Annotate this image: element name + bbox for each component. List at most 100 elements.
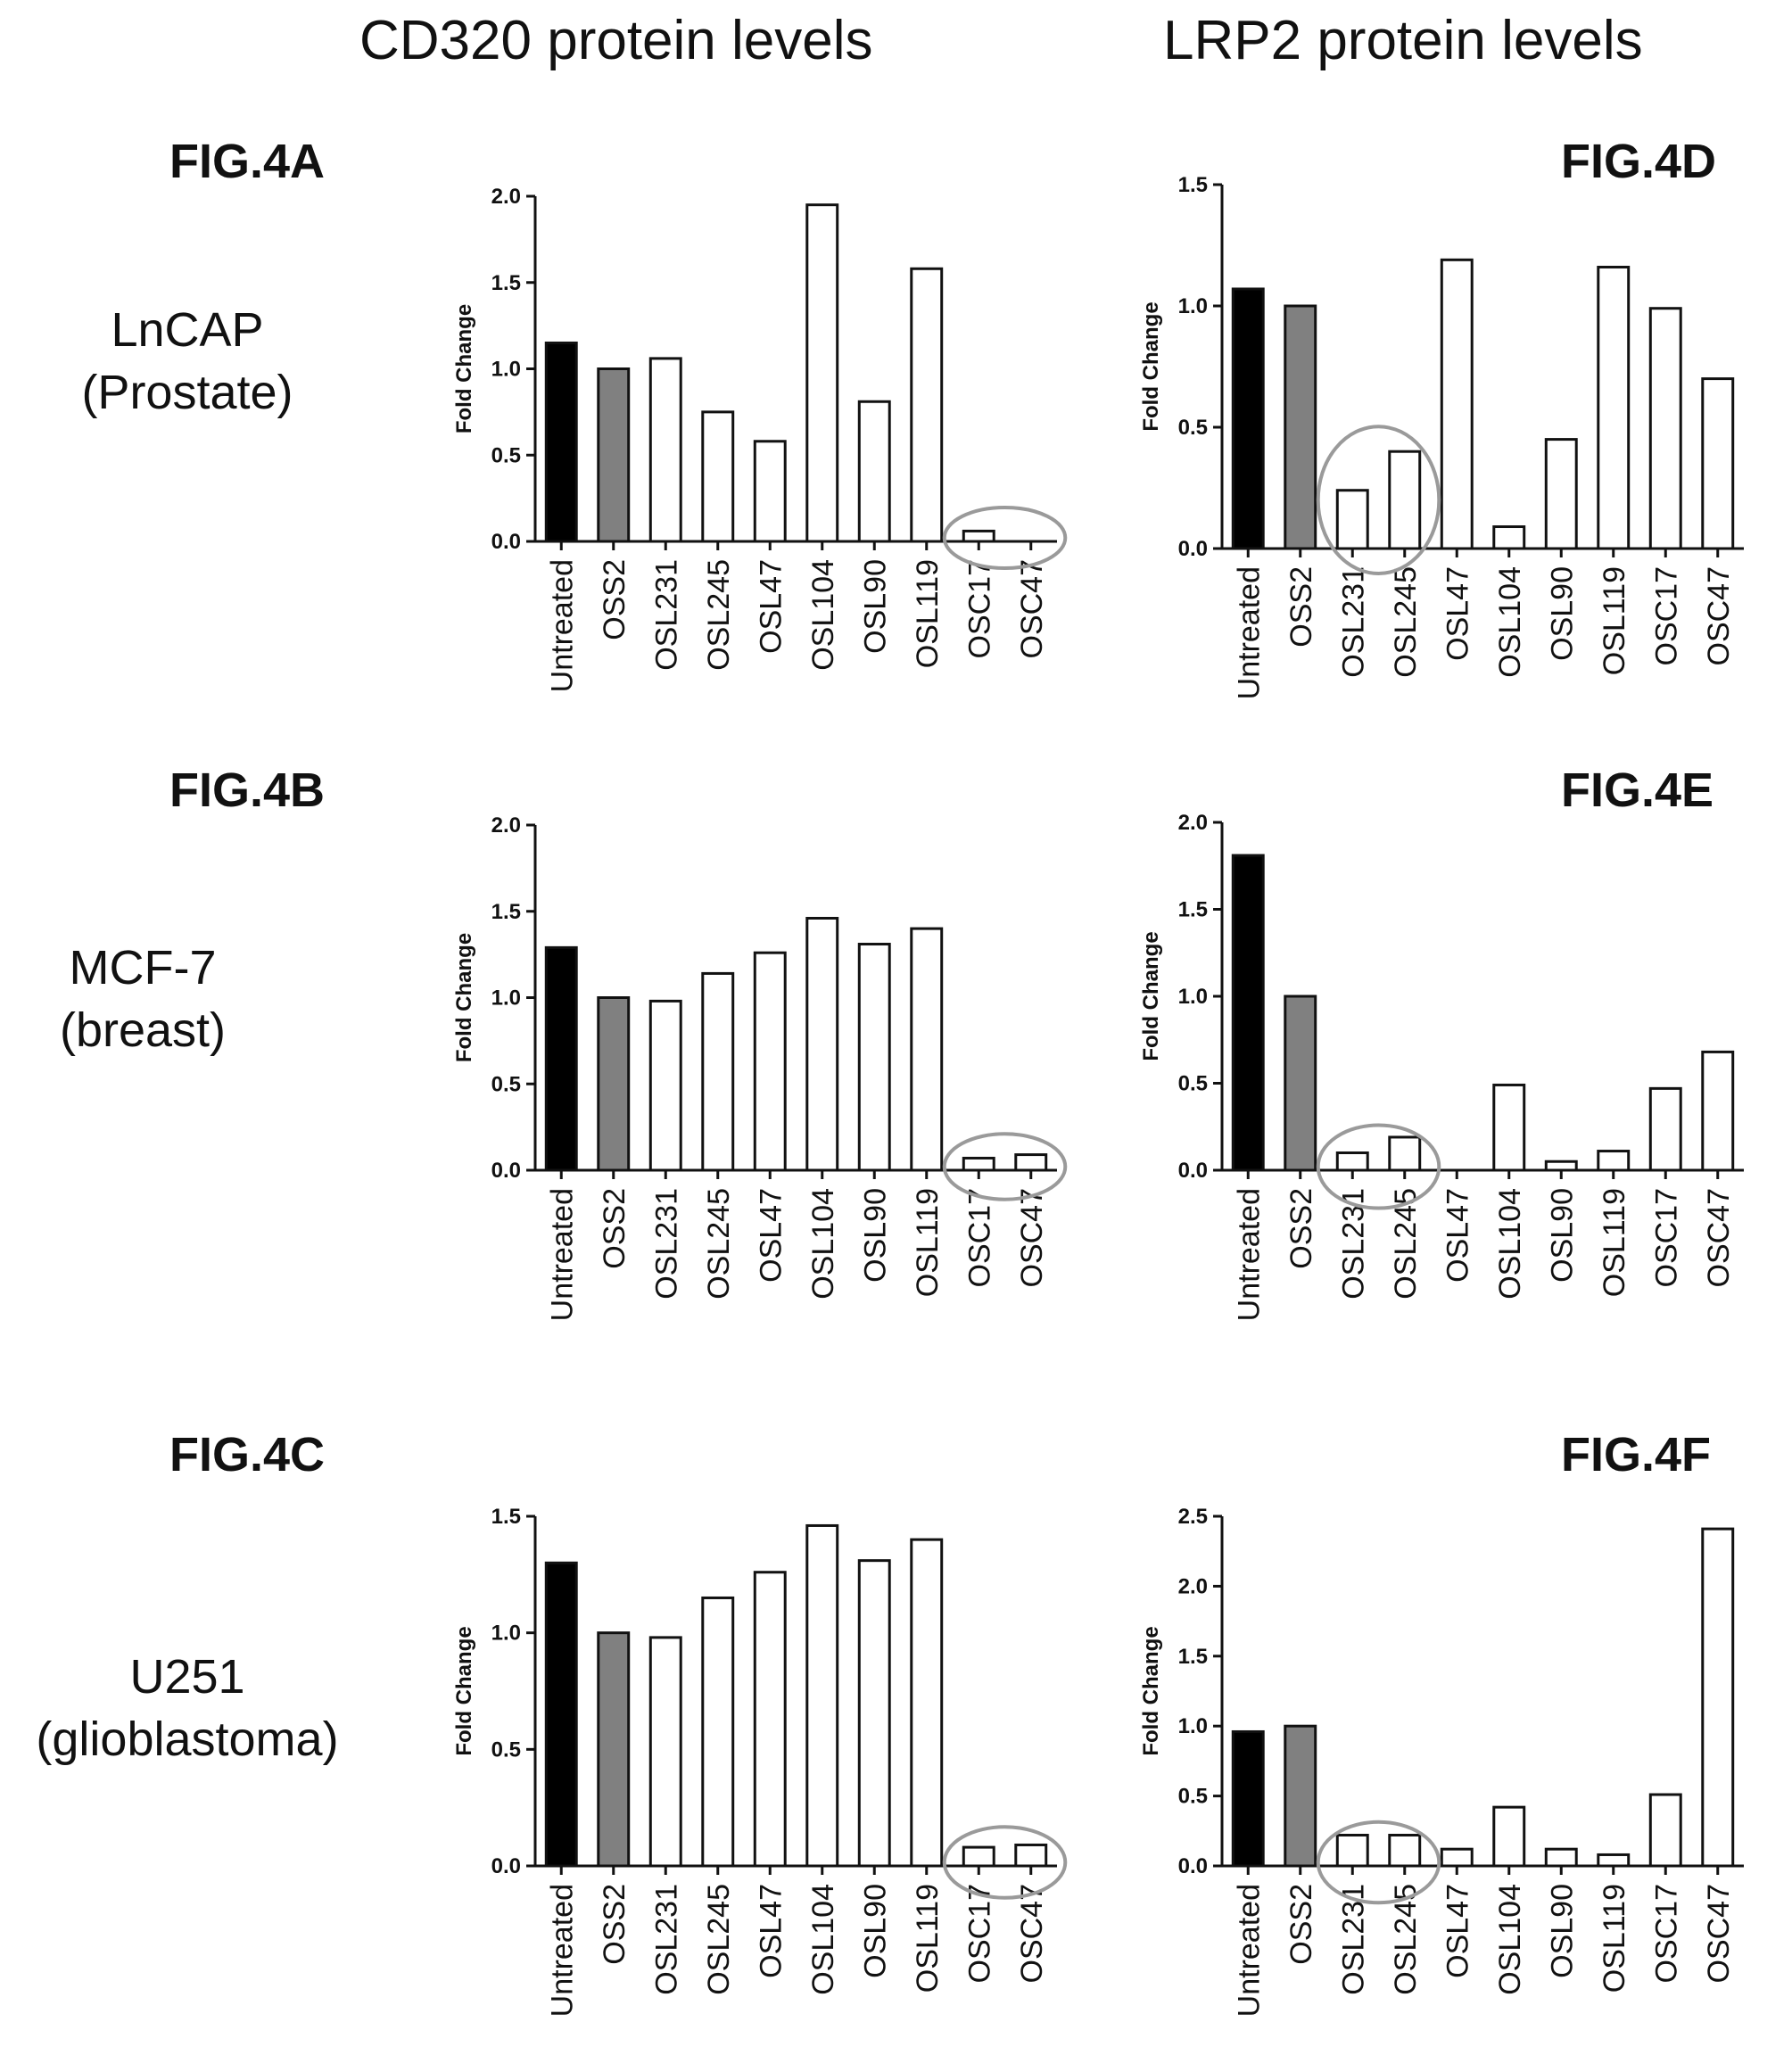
y-tick-label: 0.0	[491, 530, 521, 554]
bar-osl47	[753, 951, 787, 1172]
bar-osl104	[1492, 1083, 1526, 1172]
x-tick-label: OSL245	[702, 559, 736, 671]
x-tick-label: OSS2	[598, 1188, 632, 1269]
y-tick-label: 1.0	[1178, 294, 1208, 318]
x-tick-label: OSC47	[1702, 566, 1736, 666]
cell-line-tissue: (breast)	[59, 1003, 227, 1058]
cell-line-tissue: (glioblastoma)	[36, 1712, 339, 1767]
y-tick-label: 2.0	[1178, 1574, 1208, 1598]
x-tick-label: OSC47	[1015, 559, 1049, 659]
y-tick-label: 1.5	[491, 271, 521, 295]
bar-osl104	[805, 203, 839, 543]
x-tick-label: OSS2	[598, 1884, 632, 1965]
y-tick-label: 2.0	[491, 813, 521, 838]
x-tick-label: OSL90	[1545, 1188, 1579, 1283]
x-tick-label: OSL90	[1545, 566, 1579, 661]
x-tick-label: OSL119	[1598, 566, 1631, 675]
bar-osl47	[1440, 1847, 1474, 1868]
bar-osl231	[1335, 1151, 1369, 1172]
x-tick-label: OSL231	[1336, 566, 1370, 678]
bar-osc17	[962, 1845, 995, 1868]
x-tick-label: Untreated	[1232, 1884, 1266, 2017]
bar-osl245	[701, 410, 735, 543]
x-tick-label: OSL90	[858, 1884, 892, 1978]
y-axis-label: Fold Change	[1139, 1626, 1163, 1755]
bar-osc17	[962, 529, 995, 543]
highlight-circle	[1316, 1123, 1441, 1210]
y-tick-label: 0.0	[1178, 537, 1208, 561]
bar-untreated	[1231, 854, 1265, 1172]
x-tick-label: Untreated	[545, 1188, 579, 1321]
bar-osl90	[857, 943, 891, 1172]
y-tick-label: 1.5	[1178, 1645, 1208, 1669]
highlight-circle	[1316, 425, 1441, 576]
bar-osc17	[1648, 307, 1682, 550]
bar-osl104	[1492, 525, 1526, 550]
x-tick-label: OSS2	[598, 559, 632, 640]
x-tick-label: OSL104	[806, 1188, 840, 1300]
y-tick-label: 2.0	[1178, 811, 1208, 835]
x-tick-label: OSL119	[911, 1884, 945, 1993]
y-axis-label: Fold Change	[1139, 301, 1163, 431]
x-tick-label: OSL47	[1441, 1188, 1474, 1283]
chart-fig-4e: 0.0 0.5 1.0 1.5 2.0 Fold Change Untreated OSS2 O…	[1139, 811, 1744, 1321]
x-tick-label: OSC17	[962, 559, 996, 659]
x-tick-label: OSC17	[1649, 1188, 1683, 1288]
y-axis-label: Fold Change	[452, 1626, 476, 1755]
bar-osl245	[1388, 1135, 1422, 1172]
bar-osl47	[753, 1571, 787, 1868]
cell-line-name: U251	[129, 1650, 245, 1704]
bar-osl47	[753, 440, 787, 543]
x-tick-label: OSL47	[754, 1188, 788, 1283]
bar-osl104	[805, 1523, 839, 1868]
bar-osl90	[1544, 1160, 1578, 1172]
chart-fig-4d: 0.0 0.5 1.0 1.5 Fold Change Untreated OSS2 OSL2…	[1139, 173, 1744, 699]
bar-osl90	[1544, 1847, 1578, 1868]
bar-untreated	[1231, 287, 1265, 550]
x-tick-label: OSL104	[806, 559, 840, 671]
bar-osc47	[1701, 1050, 1735, 1172]
x-tick-label: OSL90	[858, 559, 892, 654]
bar-osl245	[1388, 450, 1422, 550]
fig-label-4e: FIG.4E	[1561, 763, 1714, 817]
y-tick-label: 0.5	[491, 443, 521, 467]
y-tick-label: 2.0	[491, 185, 521, 209]
x-tick-label: Untreated	[1232, 1188, 1266, 1321]
y-tick-label: 2.5	[1178, 1505, 1208, 1529]
bar-untreated	[544, 1561, 578, 1868]
bar-osl119	[910, 1538, 944, 1868]
x-tick-label: OSL245	[702, 1884, 736, 1995]
x-tick-label: OSL231	[649, 559, 683, 671]
x-tick-label: OSL119	[911, 559, 945, 668]
y-tick-label: 1.0	[491, 1622, 521, 1646]
bar-osl119	[1597, 265, 1631, 550]
chart-fig-4a: 0.0 0.5 1.0 1.5 2.0 Fold Change Untreated OSS2 O…	[452, 185, 1068, 692]
bar-osl104	[1492, 1805, 1526, 1868]
y-tick-label: 1.5	[1178, 173, 1208, 197]
x-tick-label: Untreated	[545, 1884, 579, 2017]
cell-line-name: MCF-7	[69, 941, 217, 994]
x-tick-label: OSL119	[911, 1188, 945, 1297]
bar-osl231	[1335, 489, 1369, 550]
x-tick-label: OSL90	[858, 1188, 892, 1283]
left-column-header: CD320 protein levels	[359, 10, 873, 71]
fig-label-4a: FIG.4A	[169, 135, 326, 188]
cell-line-tissue: (Prostate)	[81, 366, 293, 420]
y-tick-label: 0.0	[491, 1854, 521, 1878]
x-tick-label: OSL47	[754, 559, 788, 654]
y-tick-label: 1.5	[1178, 898, 1208, 922]
y-tick-label: 1.0	[1178, 985, 1208, 1009]
x-tick-label: OSL245	[702, 1188, 736, 1300]
y-tick-label: 0.5	[1178, 416, 1208, 440]
fig-label-4f: FIG.4F	[1561, 1428, 1712, 1481]
x-tick-label: OSL231	[649, 1884, 683, 1995]
bar-osl119	[1597, 1853, 1631, 1868]
bar-osl119	[910, 927, 944, 1172]
cell-line-name: LnCAP	[111, 303, 264, 357]
row-label-u251: U251 (glioblastoma)	[0, 1646, 375, 1770]
chart-fig-4f: 0.0 0.5 1.0 1.5 2.0 2.5 Fold Change Untreated OS…	[1139, 1505, 1744, 2017]
x-tick-label: OSL47	[1441, 566, 1474, 661]
x-tick-label: Untreated	[545, 559, 579, 692]
bar-osl119	[910, 267, 944, 543]
y-axis-label: Fold Change	[1139, 931, 1163, 1061]
